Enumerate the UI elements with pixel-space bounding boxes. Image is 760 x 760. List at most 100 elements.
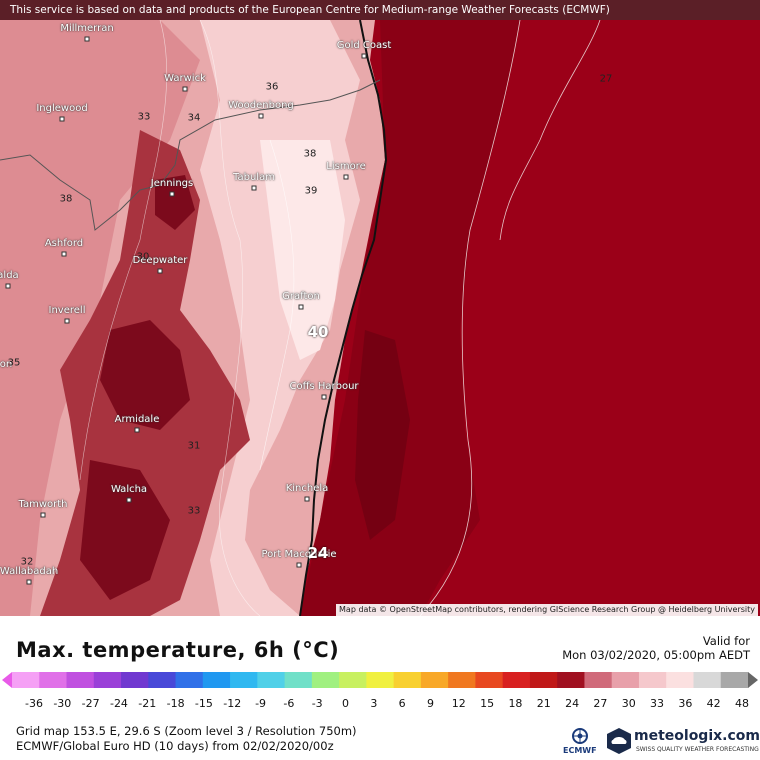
- cool-core-2: [80, 460, 170, 600]
- meteologix-name[interactable]: meteologix.com: [634, 728, 760, 744]
- city-label: on: [0, 359, 13, 370]
- city-label: Port Macquarie: [261, 549, 337, 560]
- sea-contour: [419, 19, 521, 616]
- city-label: Inglewood: [36, 103, 88, 114]
- scale-swatch: [638, 672, 667, 688]
- scale-swatch: [148, 672, 177, 688]
- contour-value-label: 39: [304, 185, 318, 197]
- city-label: Woodenbong: [228, 100, 294, 111]
- scale-tick-label: 12: [452, 697, 466, 709]
- land-contour-3: [259, 139, 295, 471]
- city-marker: [5, 283, 11, 289]
- city-marker: [258, 113, 264, 119]
- city-label: Wallabadah: [0, 566, 59, 577]
- sea-contour-2: [499, 19, 601, 241]
- scale-tick-label: -9: [255, 697, 266, 709]
- scale-tick-label: 24: [565, 697, 579, 709]
- cool-core-3: [155, 175, 195, 230]
- scale-swatch: [584, 672, 613, 688]
- scale-swatch: [311, 672, 340, 688]
- scale-tick-label: 9: [427, 697, 434, 709]
- city-marker: [298, 304, 304, 310]
- city-marker: [361, 53, 367, 59]
- contour-value-label: 33: [187, 505, 201, 517]
- scale-swatch: [66, 672, 95, 688]
- contour-value-label: 33: [137, 111, 151, 123]
- city-marker: [40, 512, 46, 518]
- city-marker: [64, 318, 70, 324]
- city-marker: [251, 185, 257, 191]
- scale-swatch: [502, 672, 531, 688]
- scale-tick-label: 48: [735, 697, 749, 709]
- scale-tick-label: 42: [707, 697, 721, 709]
- contour-value-label: 40: [307, 323, 329, 341]
- scale-swatch: [121, 672, 149, 688]
- city-marker: [134, 427, 140, 433]
- scale-swatch: [257, 672, 286, 688]
- city-label: Armidale: [114, 414, 160, 425]
- city-label: Grafton: [282, 291, 320, 302]
- scale-swatch: [720, 672, 749, 688]
- map-attribution[interactable]: Map data © OpenStreetMap contributors, r…: [336, 604, 758, 616]
- scale-tick-label: -24: [110, 697, 128, 709]
- scale-tick-label: 30: [622, 697, 636, 709]
- valid-label: Valid for: [702, 634, 750, 648]
- city-marker: [321, 394, 327, 400]
- scale-tick-label: 33: [650, 697, 664, 709]
- city-label: Jennings: [150, 178, 194, 189]
- color-scale: -36 -30 -27 -24 -21 -18 -15 -12 -9 -6 -3 0 3 6 9 12 15 18…: [2, 672, 758, 709]
- city-label: Inverell: [48, 305, 86, 316]
- city-marker: [61, 251, 67, 257]
- city-marker: [59, 116, 65, 122]
- city-marker: [343, 174, 349, 180]
- scale-tick-label: 0: [342, 697, 349, 709]
- city-marker: [84, 36, 90, 42]
- temperature-map[interactable]: Millmerran Gold Coast Warwick Woodenbong Ing…: [0, 0, 760, 616]
- land-contour-2: [79, 19, 168, 481]
- scale-swatch: [393, 672, 422, 688]
- city-marker: [296, 562, 302, 568]
- contour-value-label: 36: [265, 81, 279, 93]
- contour-value-label: 34: [187, 112, 201, 124]
- scale-tick-label: -15: [195, 697, 213, 709]
- scale-tick-label: 15: [480, 697, 494, 709]
- scale-ticks: -36 -30 -27 -24 -21 -18 -15 -12 -9 -6 -3 0 3 6 9 12 15 18…: [25, 697, 749, 709]
- city-label: Coffs Harbour: [289, 381, 359, 392]
- contour-value-label: 38: [303, 148, 317, 160]
- land-contour-1: [199, 19, 261, 616]
- city-label: Ashford: [44, 238, 84, 249]
- city-marker: [126, 497, 132, 503]
- scale-tick-label: 6: [399, 697, 406, 709]
- scale-tick-label: -3: [312, 697, 323, 709]
- scale-tick-label: 21: [537, 697, 551, 709]
- map-title: Max. temperature, 6h (°C): [16, 638, 340, 662]
- scale-tick-label: -30: [53, 697, 71, 709]
- scale-tick-label: -21: [138, 697, 156, 709]
- contour-value-label: 30: [136, 251, 150, 263]
- scale-tick-label: -6: [283, 697, 294, 709]
- scale-tick-label: 27: [593, 697, 607, 709]
- contour-value-label: 32: [20, 556, 34, 568]
- city-marker: [169, 191, 175, 197]
- city-marker: [26, 579, 32, 585]
- city-label: Lismore: [326, 161, 366, 172]
- scale-swatch: [557, 672, 585, 688]
- city-label: Tabulam: [233, 172, 275, 183]
- meteologix-logo-icon: [607, 728, 631, 754]
- hottest-zone: [260, 140, 345, 360]
- western-zone: [0, 20, 200, 616]
- scale-swatch: [448, 672, 476, 688]
- city-label: Deepwater: [132, 255, 188, 266]
- valid-date: Mon 03/02/2020, 05:00pm AEDT: [562, 648, 750, 662]
- city-marker: [157, 268, 163, 274]
- scale-tick-label: 3: [370, 697, 377, 709]
- city-marker: [182, 86, 188, 92]
- scale-right-arrow: [748, 672, 758, 688]
- scale-swatch: [611, 672, 640, 688]
- scale-swatch: [366, 672, 395, 688]
- scale-tick-label: -27: [82, 697, 100, 709]
- scale-tick-label: -12: [223, 697, 241, 709]
- scale-swatch: [39, 672, 68, 688]
- scale-tick-label: 18: [508, 697, 522, 709]
- ecmwf-logo-icon: [572, 728, 588, 744]
